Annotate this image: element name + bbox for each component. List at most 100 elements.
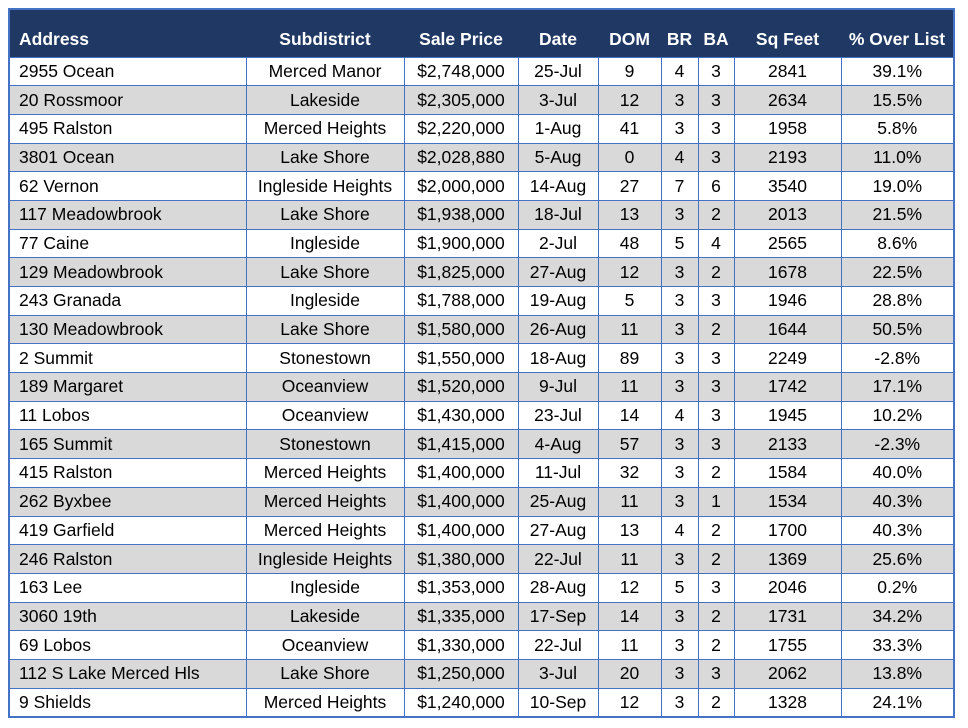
cell-dom[interactable]: 11 xyxy=(597,372,662,402)
cell-sq_feet[interactable]: 1700 xyxy=(733,515,842,546)
cell-br[interactable]: 4 xyxy=(660,515,699,546)
cell-pct_over_list[interactable]: 34.2% xyxy=(840,601,955,632)
cell-pct_over_list[interactable]: 24.1% xyxy=(840,687,955,718)
cell-date[interactable]: 1-Aug xyxy=(517,113,599,144)
cell-subdistrict[interactable]: Merced Heights xyxy=(245,458,405,488)
cell-br[interactable]: 4 xyxy=(660,400,699,431)
column-header-date[interactable]: Date xyxy=(518,9,598,57)
cell-br[interactable]: 4 xyxy=(660,142,699,173)
column-header-sq_feet[interactable]: Sq Feet xyxy=(734,9,841,57)
cell-sq_feet[interactable]: 1742 xyxy=(733,372,842,402)
cell-ba[interactable]: 2 xyxy=(697,314,735,345)
cell-sale_price[interactable]: $2,748,000 xyxy=(403,56,519,87)
cell-br[interactable]: 3 xyxy=(660,601,699,632)
cell-sale_price[interactable]: $1,380,000 xyxy=(403,544,519,574)
cell-address[interactable]: 189 Margaret xyxy=(8,372,247,402)
cell-ba[interactable]: 3 xyxy=(697,572,735,603)
cell-ba[interactable]: 2 xyxy=(697,687,735,718)
cell-dom[interactable]: 11 xyxy=(597,486,662,517)
cell-ba[interactable]: 3 xyxy=(697,658,735,689)
cell-sq_feet[interactable]: 2046 xyxy=(733,572,842,603)
cell-date[interactable]: 27-Aug xyxy=(517,515,599,546)
cell-pct_over_list[interactable]: 25.6% xyxy=(840,544,955,574)
cell-date[interactable]: 22-Jul xyxy=(517,544,599,574)
cell-sale_price[interactable]: $2,000,000 xyxy=(403,171,519,201)
cell-sq_feet[interactable]: 2062 xyxy=(733,658,842,689)
cell-date[interactable]: 9-Jul xyxy=(517,372,599,402)
cell-sale_price[interactable]: $2,305,000 xyxy=(403,85,519,115)
cell-sale_price[interactable]: $1,900,000 xyxy=(403,228,519,259)
cell-sale_price[interactable]: $1,788,000 xyxy=(403,286,519,316)
cell-subdistrict[interactable]: Merced Heights xyxy=(245,486,405,517)
cell-pct_over_list[interactable]: 15.5% xyxy=(840,85,955,115)
cell-pct_over_list[interactable]: 13.8% xyxy=(840,658,955,689)
cell-ba[interactable]: 3 xyxy=(697,343,735,374)
cell-ba[interactable]: 6 xyxy=(697,171,735,201)
cell-subdistrict[interactable]: Merced Heights xyxy=(245,687,405,718)
cell-ba[interactable]: 3 xyxy=(697,85,735,115)
cell-subdistrict[interactable]: Ingleside xyxy=(245,286,405,316)
cell-dom[interactable]: 14 xyxy=(597,601,662,632)
cell-address[interactable]: 130 Meadowbrook xyxy=(8,314,247,345)
cell-pct_over_list[interactable]: 33.3% xyxy=(840,630,955,660)
cell-br[interactable]: 3 xyxy=(660,372,699,402)
cell-sq_feet[interactable]: 2249 xyxy=(733,343,842,374)
cell-br[interactable]: 5 xyxy=(660,228,699,259)
cell-sq_feet[interactable]: 1731 xyxy=(733,601,842,632)
cell-ba[interactable]: 3 xyxy=(697,400,735,431)
cell-address[interactable]: 112 S Lake Merced Hls xyxy=(8,658,247,689)
cell-subdistrict[interactable]: Lakeside xyxy=(245,601,405,632)
cell-pct_over_list[interactable]: 11.0% xyxy=(840,142,955,173)
cell-subdistrict[interactable]: Merced Heights xyxy=(245,515,405,546)
cell-dom[interactable]: 11 xyxy=(597,630,662,660)
cell-dom[interactable]: 11 xyxy=(597,314,662,345)
column-header-pct_over_list[interactable]: % Over List xyxy=(841,9,954,57)
cell-dom[interactable]: 32 xyxy=(597,458,662,488)
cell-date[interactable]: 5-Aug xyxy=(517,142,599,173)
cell-sq_feet[interactable]: 2013 xyxy=(733,199,842,230)
cell-sq_feet[interactable]: 1644 xyxy=(733,314,842,345)
cell-address[interactable]: 3060 19th xyxy=(8,601,247,632)
cell-br[interactable]: 3 xyxy=(660,429,699,460)
cell-address[interactable]: 11 Lobos xyxy=(8,400,247,431)
cell-address[interactable]: 9 Shields xyxy=(8,687,247,718)
cell-ba[interactable]: 3 xyxy=(697,286,735,316)
cell-sq_feet[interactable]: 2193 xyxy=(733,142,842,173)
cell-br[interactable]: 3 xyxy=(660,113,699,144)
cell-pct_over_list[interactable]: 40.3% xyxy=(840,515,955,546)
cell-address[interactable]: 2 Summit xyxy=(8,343,247,374)
cell-date[interactable]: 4-Aug xyxy=(517,429,599,460)
cell-ba[interactable]: 3 xyxy=(697,142,735,173)
cell-pct_over_list[interactable]: 8.6% xyxy=(840,228,955,259)
cell-date[interactable]: 2-Jul xyxy=(517,228,599,259)
cell-address[interactable]: 495 Ralston xyxy=(8,113,247,144)
cell-address[interactable]: 69 Lobos xyxy=(8,630,247,660)
cell-date[interactable]: 23-Jul xyxy=(517,400,599,431)
cell-date[interactable]: 17-Sep xyxy=(517,601,599,632)
cell-ba[interactable]: 3 xyxy=(697,56,735,87)
cell-subdistrict[interactable]: Lake Shore xyxy=(245,257,405,287)
cell-br[interactable]: 3 xyxy=(660,343,699,374)
cell-dom[interactable]: 13 xyxy=(597,199,662,230)
cell-address[interactable]: 163 Lee xyxy=(8,572,247,603)
cell-subdistrict[interactable]: Lake Shore xyxy=(245,199,405,230)
cell-subdistrict[interactable]: Oceanview xyxy=(245,630,405,660)
cell-date[interactable]: 3-Jul xyxy=(517,658,599,689)
cell-address[interactable]: 77 Caine xyxy=(8,228,247,259)
cell-sq_feet[interactable]: 1369 xyxy=(733,544,842,574)
column-header-br[interactable]: BR xyxy=(661,9,698,57)
cell-br[interactable]: 4 xyxy=(660,56,699,87)
cell-date[interactable]: 3-Jul xyxy=(517,85,599,115)
cell-pct_over_list[interactable]: 17.1% xyxy=(840,372,955,402)
cell-dom[interactable]: 0 xyxy=(597,142,662,173)
cell-subdistrict[interactable]: Lake Shore xyxy=(245,142,405,173)
cell-sale_price[interactable]: $1,415,000 xyxy=(403,429,519,460)
cell-dom[interactable]: 12 xyxy=(597,572,662,603)
cell-subdistrict[interactable]: Stonestown xyxy=(245,343,405,374)
cell-ba[interactable]: 2 xyxy=(697,601,735,632)
cell-sale_price[interactable]: $1,353,000 xyxy=(403,572,519,603)
cell-sale_price[interactable]: $1,240,000 xyxy=(403,687,519,718)
cell-address[interactable]: 246 Ralston xyxy=(8,544,247,574)
cell-pct_over_list[interactable]: 10.2% xyxy=(840,400,955,431)
cell-br[interactable]: 3 xyxy=(660,658,699,689)
